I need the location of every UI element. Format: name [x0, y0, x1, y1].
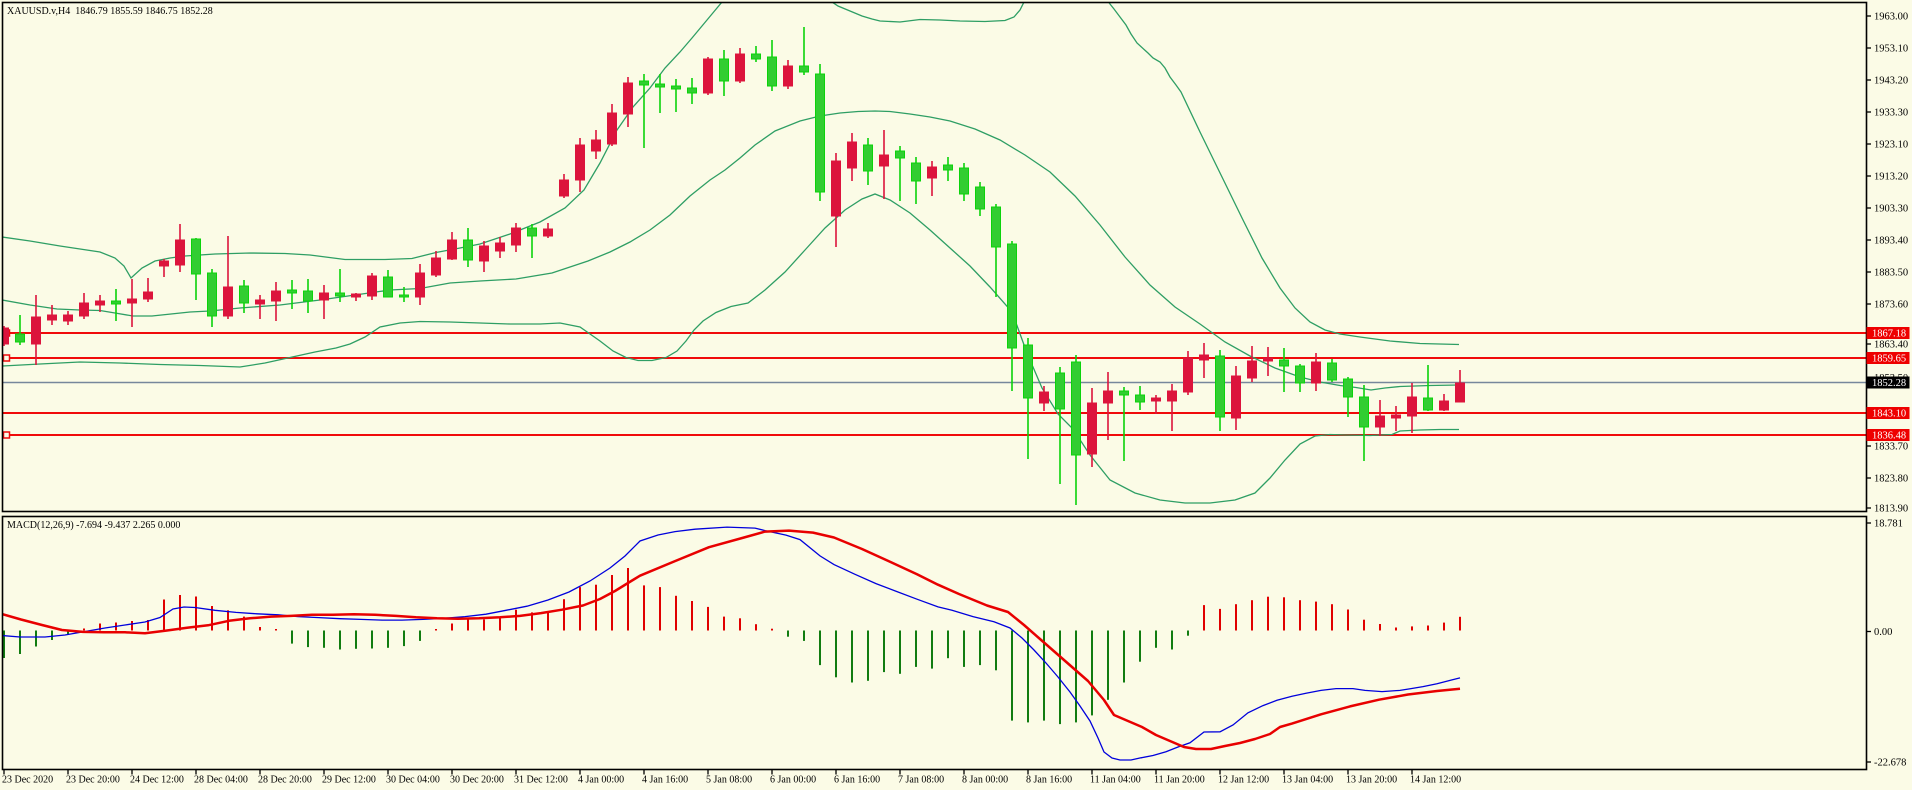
svg-text:8 Jan 16:00: 8 Jan 16:00 — [1026, 775, 1072, 786]
svg-text:28 Dec 04:00: 28 Dec 04:00 — [194, 775, 248, 786]
svg-text:1852.28: 1852.28 — [1872, 378, 1906, 389]
svg-text:5 Jan 08:00: 5 Jan 08:00 — [706, 775, 752, 786]
svg-text:29 Dec 12:00: 29 Dec 12:00 — [322, 775, 376, 786]
svg-text:13 Jan 20:00: 13 Jan 20:00 — [1346, 775, 1397, 786]
svg-text:8 Jan 00:00: 8 Jan 00:00 — [962, 775, 1008, 786]
svg-text:23 Dec 2020: 23 Dec 2020 — [2, 775, 53, 786]
svg-text:1843.10: 1843.10 — [1872, 409, 1906, 420]
svg-text:31 Dec 12:00: 31 Dec 12:00 — [514, 775, 568, 786]
svg-text:11 Jan 04:00: 11 Jan 04:00 — [1090, 775, 1141, 786]
svg-text:1953.10: 1953.10 — [1874, 44, 1908, 55]
svg-text:14 Jan 12:00: 14 Jan 12:00 — [1410, 775, 1461, 786]
svg-text:XAUUSD.v,H4 1846.79 1855.59 1: XAUUSD.v,H4 1846.79 1855.59 1846.75 1852… — [7, 6, 213, 17]
svg-text:30 Dec 04:00: 30 Dec 04:00 — [386, 775, 440, 786]
svg-text:7 Jan 08:00: 7 Jan 08:00 — [898, 775, 944, 786]
svg-text:11 Jan 20:00: 11 Jan 20:00 — [1154, 775, 1205, 786]
svg-text:1836.48: 1836.48 — [1872, 431, 1906, 442]
svg-text:1943.20: 1943.20 — [1874, 76, 1908, 87]
svg-text:4 Jan 16:00: 4 Jan 16:00 — [642, 775, 688, 786]
svg-text:1863.40: 1863.40 — [1874, 340, 1908, 351]
svg-text:1923.10: 1923.10 — [1874, 140, 1908, 151]
svg-text:6 Jan 16:00: 6 Jan 16:00 — [834, 775, 880, 786]
svg-text:MACD(12,26,9) -7.694 -9.437 2.: MACD(12,26,9) -7.694 -9.437 2.265 0.000 — [7, 520, 180, 531]
svg-text:1813.90: 1813.90 — [1874, 504, 1908, 515]
svg-text:-22.678: -22.678 — [1874, 758, 1906, 769]
svg-text:0.00: 0.00 — [1874, 627, 1892, 638]
svg-text:18.781: 18.781 — [1874, 519, 1903, 530]
svg-text:30 Dec 20:00: 30 Dec 20:00 — [450, 775, 504, 786]
svg-text:1933.30: 1933.30 — [1874, 108, 1908, 119]
svg-text:1867.18: 1867.18 — [1872, 329, 1906, 340]
svg-text:23 Dec 20:00: 23 Dec 20:00 — [66, 775, 120, 786]
svg-text:6 Jan 00:00: 6 Jan 00:00 — [770, 775, 816, 786]
svg-text:1883.50: 1883.50 — [1874, 268, 1908, 279]
svg-text:1833.70: 1833.70 — [1874, 442, 1908, 453]
svg-text:1963.00: 1963.00 — [1874, 12, 1908, 23]
svg-text:1913.20: 1913.20 — [1874, 172, 1908, 183]
svg-text:1859.65: 1859.65 — [1872, 354, 1906, 365]
svg-text:1893.40: 1893.40 — [1874, 236, 1908, 247]
svg-text:4 Jan 00:00: 4 Jan 00:00 — [578, 775, 624, 786]
svg-text:13 Jan 04:00: 13 Jan 04:00 — [1282, 775, 1333, 786]
svg-text:1873.60: 1873.60 — [1874, 300, 1908, 311]
svg-text:28 Dec 20:00: 28 Dec 20:00 — [258, 775, 312, 786]
svg-text:24 Dec 12:00: 24 Dec 12:00 — [130, 775, 184, 786]
svg-text:1823.80: 1823.80 — [1874, 474, 1908, 485]
svg-text:1903.30: 1903.30 — [1874, 204, 1908, 215]
svg-text:12 Jan 12:00: 12 Jan 12:00 — [1218, 775, 1269, 786]
